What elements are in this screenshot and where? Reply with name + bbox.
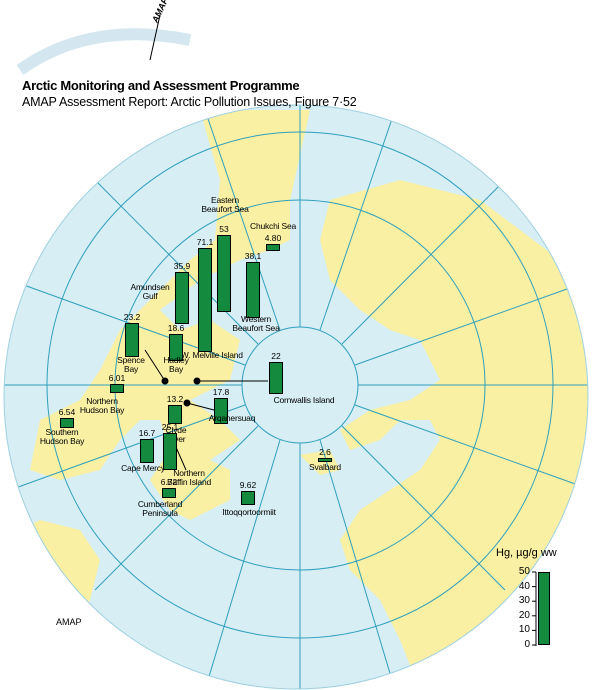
value-label: 9.62 bbox=[239, 479, 257, 490]
value-label: 2.6 bbox=[319, 447, 331, 458]
site-label: Southern Hudson Bay bbox=[39, 427, 85, 446]
site-label: Svalbard bbox=[309, 462, 341, 472]
value-label: 6.72 bbox=[160, 477, 178, 488]
value-label: 6.01 bbox=[108, 373, 126, 384]
bar bbox=[162, 488, 176, 498]
legend-tick-label: 50 bbox=[518, 566, 530, 577]
value-label: 22 bbox=[271, 350, 281, 361]
site-label: Northern Hudson Bay bbox=[79, 396, 125, 415]
value-label: 23.2 bbox=[123, 312, 141, 323]
graticule bbox=[4, 105, 588, 689]
legend-tick-label: 0 bbox=[524, 639, 530, 650]
bar bbox=[198, 248, 212, 352]
site-label: Spence Bay bbox=[117, 355, 145, 374]
bar bbox=[214, 398, 228, 424]
site-label: Western Beaufort Sea bbox=[232, 314, 280, 333]
bar bbox=[217, 234, 231, 312]
logo-arc bbox=[16, 28, 192, 75]
value-label: 38.1 bbox=[244, 251, 262, 262]
value-label: 53 bbox=[219, 223, 229, 234]
value-label: 18.6 bbox=[167, 322, 185, 333]
subtitle: AMAP Assessment Report: Arctic Pollution… bbox=[22, 95, 357, 109]
site-label: Ittoqqortoormiit bbox=[222, 507, 276, 517]
value-label: 13.2 bbox=[166, 393, 184, 404]
site-label: Eastern Beaufort Sea bbox=[201, 195, 249, 214]
bar bbox=[125, 323, 139, 357]
legend-tick-label: 20 bbox=[518, 609, 530, 621]
value-label: 35.9 bbox=[173, 260, 191, 271]
globe-edge bbox=[3, 104, 589, 690]
bar bbox=[246, 262, 260, 318]
site-label: Cumberland Peninsula bbox=[137, 499, 183, 518]
site-label: Arqanersuaq bbox=[208, 413, 256, 423]
value-label: 71.1 bbox=[196, 237, 214, 248]
bar bbox=[269, 361, 283, 394]
value-label: 16.7 bbox=[138, 427, 156, 438]
bar bbox=[266, 243, 280, 251]
site-label: S.W. Melville Island bbox=[173, 350, 243, 360]
site-label: Cornwallis Island bbox=[273, 395, 335, 405]
site-label: Chukchi Sea bbox=[250, 221, 296, 231]
footer: AMAP bbox=[56, 617, 82, 627]
logo-line bbox=[149, 14, 161, 61]
bar bbox=[163, 433, 177, 470]
bar bbox=[60, 418, 74, 428]
site-label: Cape Mercy bbox=[121, 463, 165, 473]
legend-bar bbox=[538, 572, 550, 645]
bar bbox=[168, 404, 182, 424]
value-label: 25.1 bbox=[161, 422, 179, 433]
bar bbox=[110, 384, 124, 393]
bar bbox=[241, 490, 255, 505]
legend-title: Hg, µg/g ww bbox=[496, 547, 557, 559]
value-label: 4.80 bbox=[264, 232, 282, 243]
title: Arctic Monitoring and Assessment Program… bbox=[22, 78, 300, 93]
site-label: Amundsen Gulf bbox=[130, 282, 170, 301]
bar bbox=[318, 458, 332, 462]
site-label: Northern Baffin Island bbox=[166, 468, 212, 487]
site-label: Hadley Bay bbox=[163, 355, 189, 374]
legend-tick-label: 40 bbox=[518, 580, 530, 592]
legend-tick-label: 30 bbox=[518, 595, 530, 607]
bar bbox=[169, 333, 183, 361]
bar bbox=[175, 271, 189, 324]
value-label: 6.54 bbox=[58, 407, 76, 418]
legend-tick-label: 10 bbox=[518, 624, 530, 636]
bar bbox=[140, 438, 154, 463]
value-label: 17.8 bbox=[212, 387, 230, 397]
